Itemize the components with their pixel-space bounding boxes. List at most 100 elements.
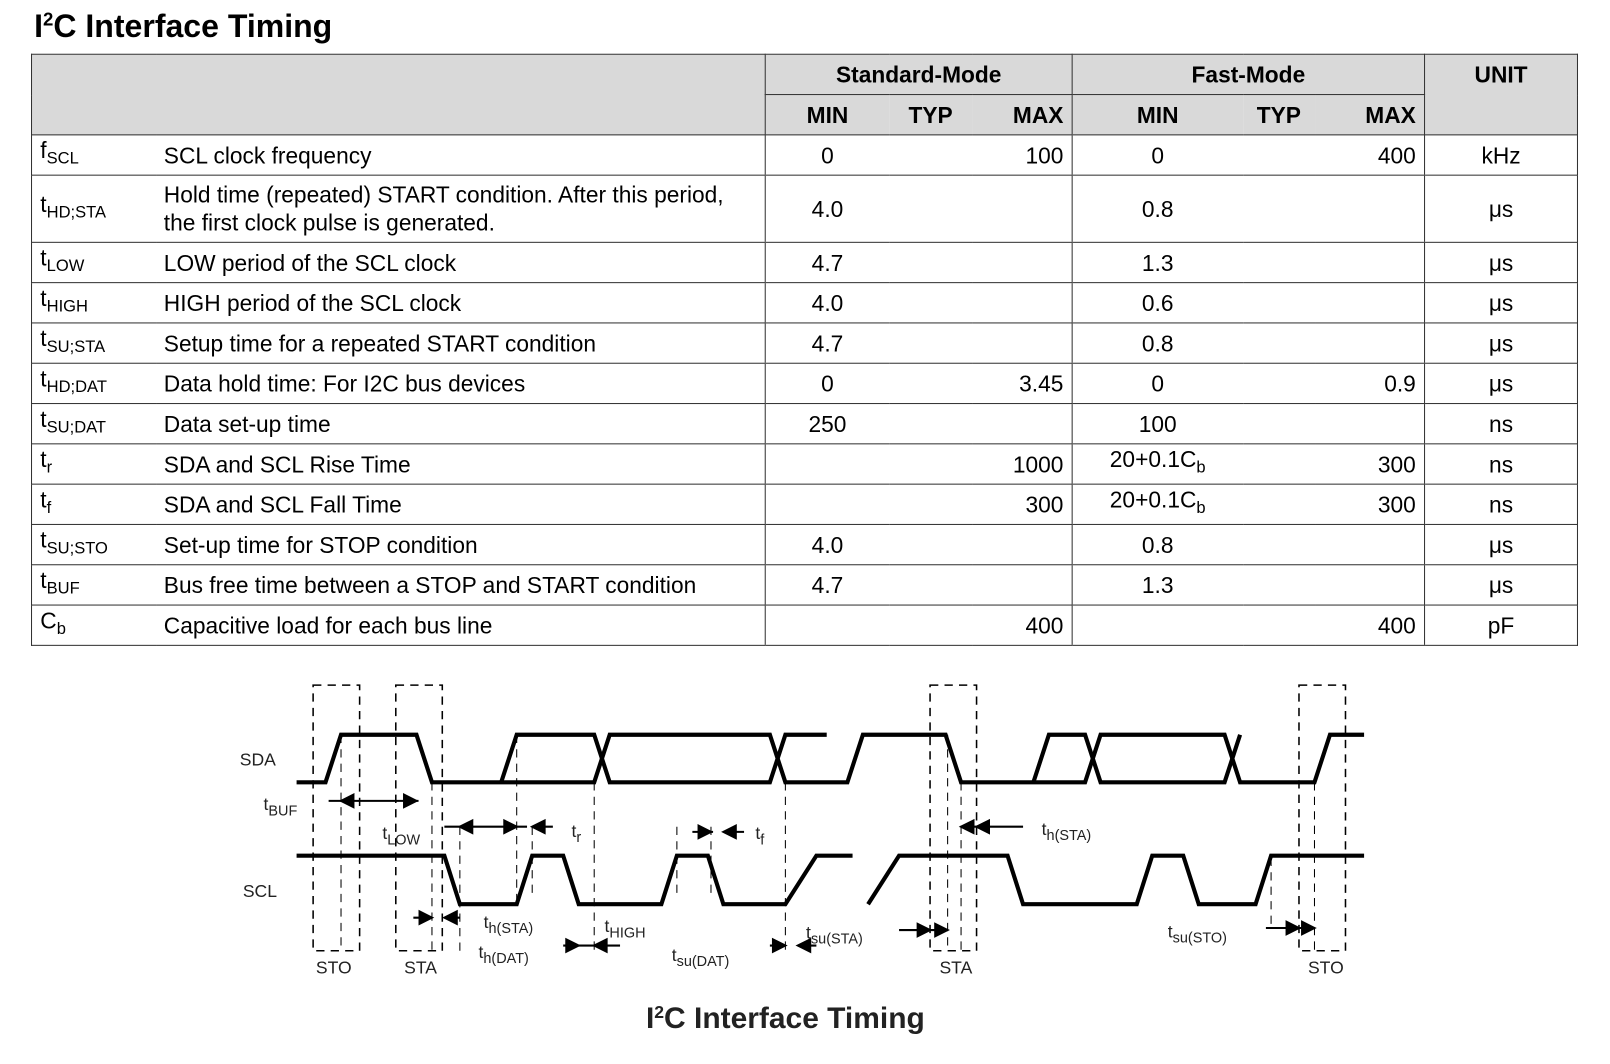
timing-label: tsu(DAT) (672, 945, 730, 970)
description-cell: LOW period of the SCL clock (155, 241, 766, 284)
value-cell: 1000 (971, 443, 1073, 485)
unit-cell: pF (1424, 604, 1579, 646)
subheader-cell: MAX (1315, 94, 1425, 136)
value-cell: 100 (971, 134, 1073, 176)
subscript: LOW (46, 258, 85, 276)
value-cell (889, 134, 972, 176)
unit-cell: ns (1424, 483, 1579, 525)
value-cell: 4.0 (764, 282, 890, 324)
subscript: HIGH (46, 298, 88, 316)
value-cell (1315, 403, 1425, 445)
subscript: HD;STA (46, 204, 107, 222)
description-cell: HIGH period of the SCL clock (155, 282, 766, 324)
symbol-cell: Cb (31, 604, 156, 646)
description-cell: Bus free time between a STOP and START c… (155, 564, 766, 606)
value-cell: 1.3 (1071, 241, 1243, 284)
arrowhead (338, 793, 419, 809)
value-cell: 4.7 (764, 322, 890, 364)
value-cell (889, 564, 972, 606)
value-cell (971, 564, 1073, 606)
symbol-cell: tHIGH (31, 282, 156, 324)
label-main: t (571, 821, 576, 841)
table-row: tHD;STA Hold time (repeated) START condit… (31, 174, 1579, 243)
subscript: SU;STO (46, 540, 108, 558)
label-main: t (264, 794, 269, 814)
value-cell (889, 174, 972, 243)
value-cell: 0.8 (1071, 523, 1243, 566)
arrowhead (418, 818, 1317, 954)
unit-cell: ns (1424, 443, 1579, 485)
subscript: BUF (46, 580, 80, 599)
value-cell: 3.45 (971, 362, 1073, 405)
text: t (40, 567, 47, 594)
value-cell (889, 483, 972, 525)
description-cell: Data hold time: For I2C bus devices (155, 362, 766, 405)
value-cell (1242, 403, 1316, 445)
subheader-cell: MIN (764, 94, 890, 136)
description-cell: SDA and SCL Rise Time (155, 443, 766, 485)
subscript: b (1196, 499, 1206, 518)
value-cell: 250 (764, 403, 890, 445)
timing-table: Standard-Mode Fast-Mode UNIT MIN TYP MAX MI… (31, 53, 1579, 646)
timing-label: tsu(STA) (806, 922, 863, 947)
label-main: t (1042, 819, 1047, 839)
symbol-cell: tf (31, 483, 156, 525)
label-main: t (806, 922, 811, 942)
label-main: t (484, 912, 489, 932)
description-cell: Setup time for a repeated START conditio… (155, 322, 766, 364)
value-cell: 0 (1071, 134, 1243, 176)
subscript: SU;DAT (46, 419, 107, 437)
value-cell (1242, 241, 1316, 284)
value-cell (971, 174, 1073, 243)
marker-label: STA (939, 957, 972, 977)
text: t (40, 366, 47, 392)
symbol-cell: tLOW (31, 241, 156, 284)
value-cell: 300 (1315, 483, 1425, 525)
subscript: f (46, 499, 52, 518)
value-cell (971, 403, 1073, 445)
value-cell: 400 (1315, 604, 1425, 646)
value-cell (971, 282, 1073, 324)
text: t (40, 527, 47, 554)
value-cell (1242, 443, 1316, 485)
label-sub: LOW (387, 832, 420, 848)
value-cell: 4.7 (764, 241, 890, 284)
table-row: tSU;STA Setup time for a repeated START c… (31, 322, 1579, 364)
label-main: t (672, 945, 677, 965)
value-cell (1071, 604, 1243, 646)
label-sub: su(STA) (811, 931, 863, 947)
unit-cell: μs (1424, 282, 1579, 324)
title-text: I (34, 8, 44, 45)
value-cell (971, 523, 1073, 566)
caption-sup: 2 (654, 1002, 664, 1022)
timing-label: th(STA) (484, 912, 534, 937)
value-cell (1315, 174, 1425, 243)
value-cell: 4.7 (764, 564, 890, 606)
value-cell: 0.8 (1071, 322, 1243, 364)
value-cell (1315, 241, 1425, 284)
value-cell (1315, 322, 1425, 364)
value-cell (764, 604, 890, 646)
value-cell (889, 604, 972, 646)
subscript: b (56, 620, 66, 639)
value-cell (889, 241, 972, 284)
scl-line (866, 853, 1365, 907)
value-cell: 4.0 (764, 523, 890, 566)
signal-label: SCL (243, 881, 277, 901)
marker-box (1298, 684, 1347, 952)
label-sub: su(DAT) (677, 954, 730, 970)
subheader-cell: TYP (1242, 94, 1316, 136)
description-cell: Capacitive load for each bus line (155, 604, 766, 646)
symbol-cell: tSU;DAT (31, 403, 156, 445)
timing-label: th(STA) (1042, 819, 1092, 844)
value-cell (1242, 483, 1316, 525)
sda-line (296, 732, 1365, 785)
marker-label: STA (404, 957, 437, 977)
value-cell: 300 (1315, 443, 1425, 485)
text: t (40, 446, 47, 473)
symbol-cell: tSU;STO (31, 523, 156, 566)
marker-box (395, 684, 444, 952)
table-row: tHIGH HIGH period of the SCL clock 4.0 0.6 μ… (31, 282, 1579, 324)
table-row: tr SDA and SCL Rise Time 1000 20+0.1Cb 300 ns (31, 443, 1579, 485)
